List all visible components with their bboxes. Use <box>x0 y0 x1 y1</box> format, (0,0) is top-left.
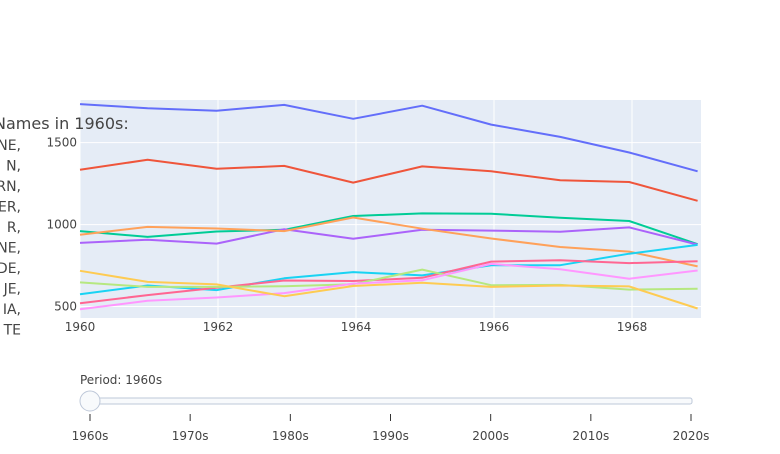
series-line-5 <box>79 216 698 268</box>
series-line-1 <box>79 103 698 173</box>
legend-item: NE, <box>0 241 21 257</box>
x-tick-label: 1964 <box>341 320 372 334</box>
slider-rail[interactable] <box>85 397 693 405</box>
legend-item: N, <box>6 159 21 175</box>
slider-step-label: 1980s <box>272 429 309 443</box>
legend-item: JE, <box>3 282 21 298</box>
series-layer <box>79 103 698 311</box>
x-axis-ticks: 1960 1962 1964 1966 1968 <box>65 320 648 334</box>
legend-item: TE <box>3 323 21 339</box>
slider-handle[interactable] <box>79 390 101 412</box>
legend-item: ER, <box>0 200 21 216</box>
y-tick-label: 500 <box>54 300 77 314</box>
series-line-7 <box>79 259 698 305</box>
period-slider[interactable]: Period: 1960s 1960s 1970s 1980s 1990s 2000s 2… <box>72 373 710 443</box>
legend-item: DE, <box>0 261 21 277</box>
x-tick-label: 1962 <box>203 320 234 334</box>
legend-item: IA, <box>3 302 21 318</box>
series-line-2 <box>79 158 698 202</box>
slider-current-label: Period: 1960s <box>80 373 162 387</box>
series-line-4 <box>79 226 698 246</box>
y-axis-ticks: 500 1000 1500 <box>46 136 77 314</box>
y-tick-label: 1000 <box>46 218 77 232</box>
series-line-10 <box>79 269 698 310</box>
y-tick-label: 1500 <box>46 136 77 150</box>
series-line-9 <box>79 262 698 311</box>
legend[interactable]: Names in 1960s: NE, N, RN, ER, R, NE, DE, JE, IA… <box>0 114 129 339</box>
legend-item: NE, <box>0 138 21 154</box>
legend-title: Names in 1960s: <box>0 114 129 133</box>
x-tick-label: 1960 <box>65 320 96 334</box>
series-line-3 <box>79 212 698 246</box>
x-tick-label: 1968 <box>617 320 648 334</box>
legend-item: R, <box>7 220 21 236</box>
legend-item: RN, <box>0 179 21 195</box>
legend-items: NE, N, RN, ER, R, NE, DE, JE, IA, TE <box>0 138 21 339</box>
slider-step-label: 2000s <box>472 429 509 443</box>
slider-step-label: 1970s <box>172 429 209 443</box>
slider-step-label: 1990s <box>372 429 409 443</box>
slider-ticks: 1960s 1970s 1980s 1990s 2000s 2010s 2020s <box>72 414 710 443</box>
x-tick-label: 1966 <box>479 320 510 334</box>
slider-step-label: 2010s <box>572 429 609 443</box>
slider-step-label: 2020s <box>673 429 710 443</box>
series-line-8 <box>79 268 698 291</box>
gridlines <box>79 100 701 318</box>
slider-step-label: 1960s <box>72 429 109 443</box>
